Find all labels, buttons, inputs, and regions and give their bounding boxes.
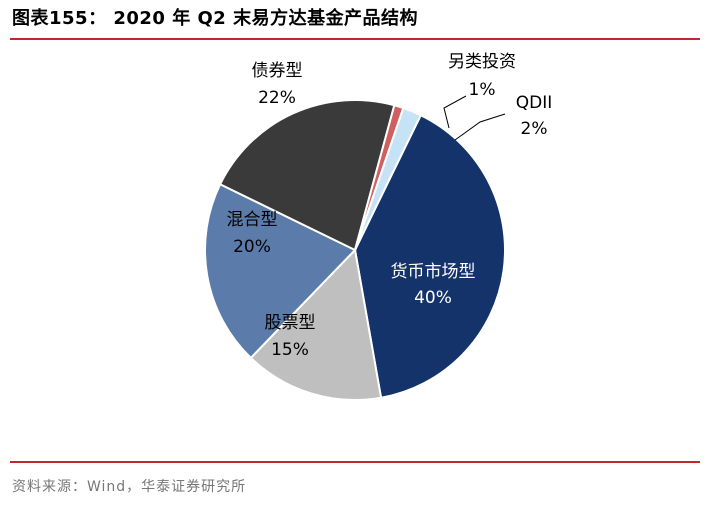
slice-label-5: 另类投资 [448, 52, 516, 72]
slice-value-2: 15% [271, 340, 309, 360]
pie-slices [204, 99, 506, 401]
slice-value-3: 20% [233, 237, 271, 257]
leader-line-6 [454, 113, 506, 141]
slice-label-2: 股票型 [265, 313, 316, 333]
pie-slice-2 [249, 247, 383, 401]
pie-labels: 货币市场型 40% 股票型 15% 混合型 20% 债券型 22% 另类投资 1% QDII 2% [227, 52, 553, 360]
slice-value-4: 22% [258, 88, 296, 108]
title-divider [10, 38, 700, 40]
slice-value-5: 1% [469, 80, 496, 100]
slice-label-3: 混合型 [227, 210, 278, 230]
pie-slice-4 [218, 99, 396, 252]
slice-label-1: 货币市场型 [391, 262, 476, 282]
chart-title: 图表155： 2020 年 Q2 末易方达基金产品结构 [12, 8, 419, 29]
slice-value-1: 40% [414, 288, 452, 308]
source-divider [10, 461, 700, 463]
slice-label-6: QDII [516, 93, 553, 113]
pie-slice-1 [353, 113, 506, 399]
pie-slice-3 [204, 182, 357, 360]
slice-label-4: 债券型 [252, 61, 303, 81]
source-note: 资料来源：Wind，华泰证券研究所 [12, 479, 247, 495]
pie-slice-6 [354, 106, 423, 251]
leader-line-5 [443, 95, 467, 129]
slice-value-6: 2% [521, 119, 548, 139]
